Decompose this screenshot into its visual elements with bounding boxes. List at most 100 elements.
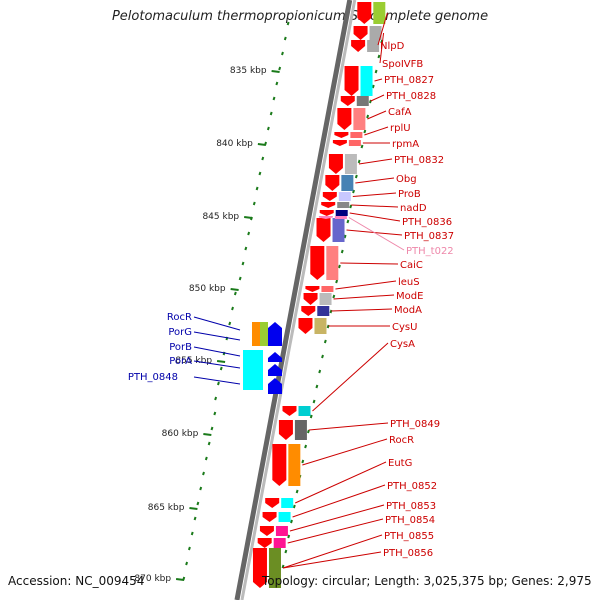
forward-gene-arrow xyxy=(259,526,274,536)
forward-gene-arrow xyxy=(337,108,352,130)
forward-scale-dot xyxy=(346,219,350,224)
forward-gene-arrow xyxy=(262,512,277,522)
scale-dot xyxy=(210,426,214,431)
forward-scale-dot xyxy=(374,69,378,74)
scale-dot xyxy=(207,441,211,446)
cog-color-box xyxy=(260,322,268,346)
forward-scale-dot xyxy=(371,84,375,89)
forward-gene-label: PTH_0853 xyxy=(386,501,436,512)
cog-color-box xyxy=(332,218,345,242)
forward-gene-arrow xyxy=(282,406,297,416)
forward-gene-arrow xyxy=(344,66,359,96)
forward-scale-dot xyxy=(284,549,288,554)
scale-tick xyxy=(175,578,185,581)
scale-dot xyxy=(278,66,282,71)
cog-color-box xyxy=(273,538,286,548)
backbone-line xyxy=(234,0,353,600)
scale-tick xyxy=(271,70,280,73)
forward-gene-label: PTH_0828 xyxy=(386,91,436,102)
forward-scale-dot xyxy=(301,459,305,464)
cog-color-box xyxy=(268,548,281,588)
scale-label: 840 kbp xyxy=(216,139,253,149)
forward-scale-dot xyxy=(357,159,361,164)
cog-color-box xyxy=(335,210,348,216)
forward-gene-arrow xyxy=(303,293,318,305)
scale-dot xyxy=(252,201,256,206)
cog-color-box xyxy=(369,26,382,40)
scale-dot xyxy=(204,456,208,461)
forward-gene-arrow xyxy=(305,286,320,292)
forward-leader-line xyxy=(364,126,389,136)
cog-color-box xyxy=(353,108,366,130)
scale-dot xyxy=(247,231,251,236)
forward-gene-label: CaiC xyxy=(400,260,423,271)
forward-gene-arrow xyxy=(272,444,287,486)
cog-color-box xyxy=(344,154,357,174)
reverse-leader-line xyxy=(193,376,241,385)
forward-scale-dot xyxy=(290,519,293,524)
forward-leader-line xyxy=(355,177,395,184)
cog-color-box xyxy=(243,350,263,390)
forward-gene-arrow xyxy=(332,140,347,146)
forward-leader-line xyxy=(351,204,399,208)
scale-label: 865 kbp xyxy=(148,503,185,513)
forward-leader-line xyxy=(302,438,388,466)
forward-gene-arrow xyxy=(321,202,336,208)
forward-scale-dot xyxy=(323,339,327,344)
forward-scale-dot xyxy=(321,354,324,359)
scale-dot xyxy=(233,291,237,296)
scale-dot xyxy=(241,261,245,266)
scale-label: 835 kbp xyxy=(230,66,267,76)
forward-gene-label: PTH_0837 xyxy=(404,231,454,242)
forward-gene-label: PTH_0855 xyxy=(384,531,434,542)
forward-gene-label: PTH_t022 xyxy=(406,246,454,257)
forward-gene-arrow xyxy=(265,498,280,508)
cog-color-box xyxy=(314,318,327,334)
forward-leader-line xyxy=(287,518,384,544)
scale-dot xyxy=(244,246,248,251)
forward-scale-dot xyxy=(363,129,367,134)
scale-tick xyxy=(203,433,212,436)
forward-leader-line xyxy=(282,551,382,569)
scale-dot xyxy=(216,381,220,386)
scale-dot xyxy=(185,561,189,566)
forward-gene-arrow xyxy=(310,246,325,280)
forward-scale-dot xyxy=(343,234,347,239)
forward-scale-dot xyxy=(340,249,344,254)
cog-color-box xyxy=(252,322,260,346)
forward-leader-line xyxy=(308,422,389,431)
forward-scale-dot xyxy=(360,144,364,149)
cog-color-box xyxy=(278,512,291,522)
scale-tick xyxy=(257,143,267,146)
scale-dot xyxy=(213,411,217,416)
forward-gene-label: EutG xyxy=(388,458,412,469)
forward-gene-arrow xyxy=(357,2,372,24)
forward-gene-label: PTH_0856 xyxy=(383,548,433,559)
cog-color-box xyxy=(288,444,301,486)
scale-dot xyxy=(286,21,290,26)
forward-gene-label: NlpD xyxy=(380,41,405,52)
forward-leader-line xyxy=(333,294,395,300)
forward-gene-arrow xyxy=(334,132,349,138)
scale-dot xyxy=(255,186,259,191)
forward-leader-line xyxy=(331,308,393,312)
forward-leader-line xyxy=(379,32,385,64)
reverse-gene-label: PorA xyxy=(169,356,192,367)
scale-tick xyxy=(244,216,253,219)
forward-scale-dot xyxy=(312,399,316,404)
forward-leader-line xyxy=(312,342,389,412)
forward-leader-line xyxy=(294,461,387,504)
topology-summary-text: Topology: circular; Length: 3,025,375 bp… xyxy=(262,574,592,588)
cog-color-box xyxy=(334,216,347,219)
forward-gene-arrow xyxy=(319,210,334,216)
reverse-leader-line xyxy=(193,346,241,357)
forward-scale-dot xyxy=(354,174,358,179)
forward-gene-arrow xyxy=(298,318,313,334)
forward-scale-dot xyxy=(281,564,285,569)
scale-dot xyxy=(238,276,242,281)
cog-color-box xyxy=(275,526,288,536)
forward-gene-label: RocR xyxy=(389,435,414,446)
forward-scale-dot xyxy=(332,294,336,299)
forward-gene-arrow xyxy=(316,218,331,242)
